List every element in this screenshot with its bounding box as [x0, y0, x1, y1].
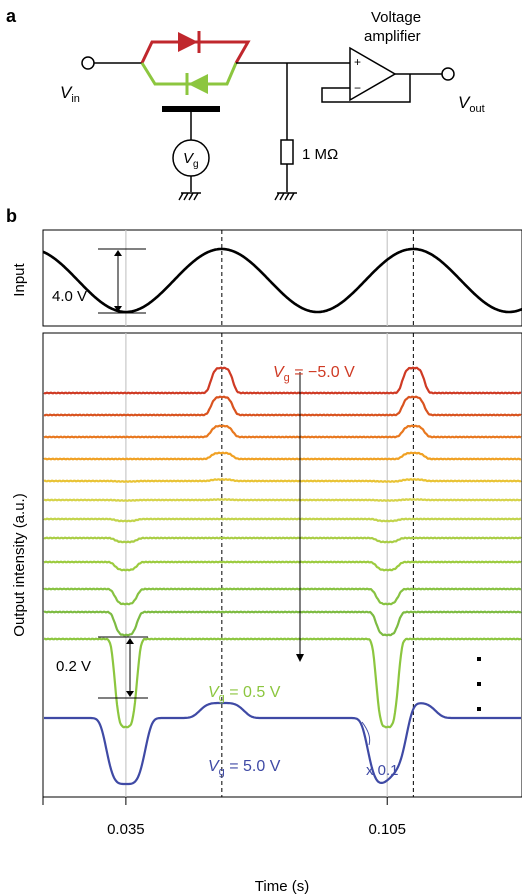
- output-trace-vg-neg0p5: [43, 587, 521, 606]
- circuit-diagram: a Vin Vg 1 MΩ: [6, 6, 485, 201]
- amplitude-annotation: [98, 248, 146, 314]
- vin-label: Vin: [60, 83, 80, 105]
- output-trace-vg-neg3p5: [43, 451, 522, 461]
- scale-factor-label: x 0.1: [366, 762, 399, 779]
- vg-source-label: Vg: [183, 150, 199, 170]
- scale-factor-pointer: [361, 721, 371, 746]
- output-plot-frame: [42, 332, 522, 798]
- gate-electrode: [162, 106, 220, 112]
- scale-bar-label: 0.2 V: [56, 658, 91, 675]
- resistor-label: 1 MΩ: [302, 146, 338, 163]
- output-trace-vg-neg1p5: [43, 536, 522, 544]
- x-axis-label: Time (s): [255, 878, 309, 895]
- output-trace-vg-neg4: [43, 424, 522, 439]
- output-trace-vg-neg1: [43, 560, 522, 572]
- vg-label-0p5: Vg = 0.5 V: [208, 684, 281, 704]
- input-sine-line: [42, 247, 522, 314]
- diode-branch-green: [140, 62, 238, 86]
- panel-label-a: a: [6, 6, 17, 26]
- x-tick-label: 0.035: [107, 821, 145, 838]
- op-amp-icon: [349, 46, 397, 102]
- op-amp-minus: −: [354, 81, 361, 95]
- input-plot-frame: [42, 229, 522, 327]
- ellipsis-dots: [477, 657, 481, 711]
- x-axis: 0.035 0.105: [42, 797, 406, 838]
- output-trace-vg-neg5: [43, 366, 522, 395]
- diode-branch-red: [140, 40, 251, 64]
- output-trace-vg-neg4p5: [43, 395, 522, 417]
- op-amp-plus: +: [354, 55, 361, 69]
- panel-label-b: b: [6, 206, 17, 226]
- vout-terminal: [441, 67, 455, 81]
- vout-label: Vout: [458, 93, 485, 115]
- output-trace-vg-neg2p5: [43, 497, 522, 502]
- ground-icon: [274, 192, 297, 201]
- vg-label-neg5: Vg = −5.0 V: [273, 364, 355, 384]
- vg-label-5: Vg = 5.0 V: [208, 758, 281, 778]
- ground-icon: [178, 192, 201, 201]
- scale-bar: [98, 636, 148, 699]
- output-trace-vg-neg3: [43, 478, 522, 483]
- output-trace-vg-0p5: [43, 637, 522, 729]
- resistor: [280, 139, 294, 165]
- output-y-axis-label: Output intensity (a.u.): [11, 493, 28, 636]
- output-trace-vg-0: [43, 610, 522, 637]
- input-y-axis-label: Input: [11, 262, 28, 296]
- output-trace-vg-neg2: [43, 517, 522, 523]
- vin-terminal: [81, 56, 95, 70]
- green-diode-icon: [188, 74, 208, 94]
- x-tick-label: 0.105: [368, 821, 406, 838]
- amplifier-label-line2: amplifier: [364, 28, 421, 45]
- trend-arrowhead: [296, 654, 304, 662]
- red-diode-icon: [178, 32, 198, 52]
- input-panel: 4.0 V Input: [11, 229, 522, 327]
- output-panel: 0.2 V Vg = −5.0 V Vg = 0.5 V Vg = 5.0 V …: [11, 332, 522, 798]
- output-trace-vg-5: [44, 701, 521, 786]
- amplifier-label-line1: Voltage: [371, 9, 421, 26]
- input-amplitude-label: 4.0 V: [52, 288, 87, 305]
